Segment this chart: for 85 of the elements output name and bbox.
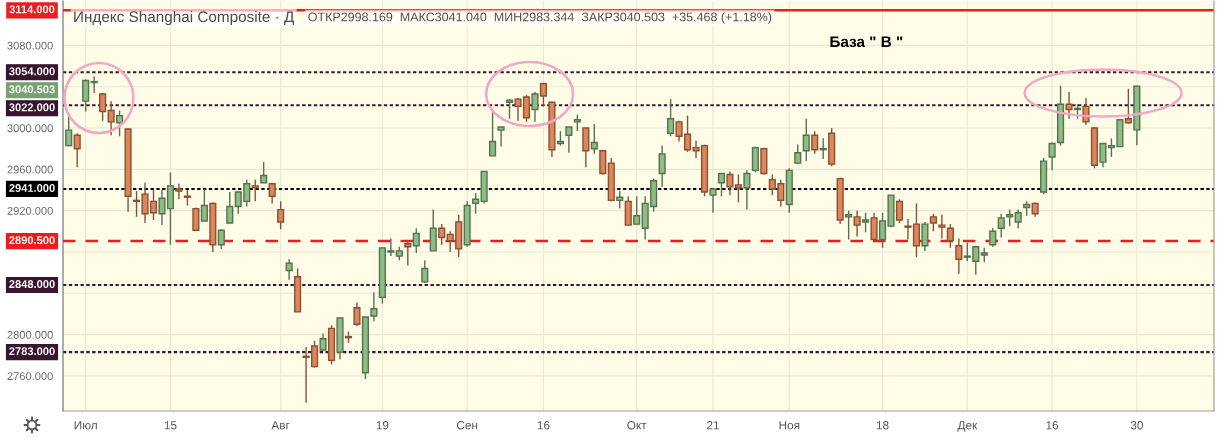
candlestick — [599, 150, 607, 176]
candlestick — [404, 240, 412, 267]
candlestick — [73, 132, 81, 168]
candlestick — [268, 183, 276, 205]
text: Индекс Shanghai Composite · Д — [74, 10, 295, 26]
candlestick — [853, 209, 861, 238]
x-tick-label: 15 — [164, 421, 177, 430]
annotation: База " В " — [830, 36, 903, 48]
x-tick-label: 30 — [1130, 421, 1143, 430]
candlestick — [743, 169, 751, 211]
y-tick-label: 2760.000 — [7, 372, 53, 381]
x-tick-label: Авг — [271, 421, 290, 430]
y-tick-label: 2960.000 — [7, 165, 53, 174]
candlestick — [1014, 208, 1022, 229]
candlestick — [590, 123, 598, 155]
x-tick-label: Дек — [957, 421, 978, 432]
x-tick-label: 18 — [876, 421, 889, 430]
candlestick — [565, 126, 573, 154]
x-tick-label: Ноя — [779, 421, 800, 430]
candlestick — [582, 127, 590, 168]
candlestick — [955, 237, 963, 275]
candlestick — [1048, 141, 1056, 172]
candlestick — [217, 228, 225, 250]
candlestick — [717, 172, 726, 197]
candlestick — [353, 301, 361, 328]
candlestick — [1065, 91, 1073, 120]
x-tick-label: Июл — [74, 421, 97, 430]
candlestick — [438, 223, 446, 246]
y-tick-label: 2920.000 — [7, 206, 53, 215]
candlestick — [472, 192, 480, 215]
candlestick — [811, 130, 819, 155]
ref-line-label: 3054.000 — [9, 67, 55, 76]
candlestick — [921, 221, 929, 252]
candlestick — [819, 137, 827, 160]
ref-line-label: 3114.000 — [9, 5, 55, 14]
x-tick-label: 21 — [707, 421, 719, 430]
candlestick — [505, 98, 514, 120]
candlestick — [531, 91, 539, 123]
x-tick-label: Сен — [456, 421, 478, 430]
candlestick — [802, 118, 810, 162]
candlestick — [99, 92, 107, 122]
candlestick — [895, 198, 904, 224]
candlestick — [658, 144, 666, 188]
candlestick — [421, 259, 429, 284]
ref-line-label: 2941.000 — [9, 184, 55, 192]
candlestick — [107, 100, 115, 136]
candlestick — [938, 214, 946, 240]
candlestick — [497, 126, 505, 148]
candlestick — [82, 78, 90, 113]
text: ОТКР2998.169 МАКС3041.040 МИН2983.344 ЗАКР3040.503 +35.468 (+1.18%) — [308, 12, 772, 24]
x-tick-label: 19 — [376, 421, 389, 430]
candlestick — [751, 145, 759, 174]
candlestick — [90, 75, 98, 94]
candlestick — [633, 195, 641, 226]
text: 3040.503 — [9, 85, 55, 94]
ref-line-label: 2890.500 — [9, 236, 55, 245]
candlestick — [260, 161, 268, 184]
ref-line-label: 3022.000 — [9, 103, 55, 112]
candlestick — [624, 195, 632, 226]
x-tick-label: Окт — [627, 421, 647, 430]
candlestick — [429, 208, 437, 252]
candlestick — [1124, 88, 1132, 125]
candlestick — [709, 188, 717, 214]
candlestick — [1082, 97, 1090, 126]
y-tick-label: 2800.000 — [7, 330, 53, 339]
y-tick-label: 3000.000 — [7, 124, 53, 133]
candlestick — [251, 178, 259, 203]
candlestick — [946, 223, 954, 249]
x-tick-label: 16 — [1046, 421, 1059, 430]
y-tick-label: 3080.000 — [7, 41, 53, 50]
candlestick — [989, 227, 997, 248]
candlestick — [412, 227, 420, 254]
candlestick — [845, 209, 853, 241]
candlestick — [862, 212, 870, 234]
ref-line-label: 2848.000 — [9, 280, 55, 288]
candlestick — [285, 258, 293, 281]
ref-line-label: 2783.000 — [9, 347, 55, 356]
candlestick — [116, 109, 124, 137]
candlestick — [200, 188, 208, 222]
candlestick — [667, 98, 675, 137]
candlestick — [226, 191, 234, 224]
candlestick — [277, 200, 285, 230]
candlestick — [175, 183, 183, 200]
candlestick — [870, 212, 878, 241]
x-tick-label: 16 — [537, 421, 550, 430]
